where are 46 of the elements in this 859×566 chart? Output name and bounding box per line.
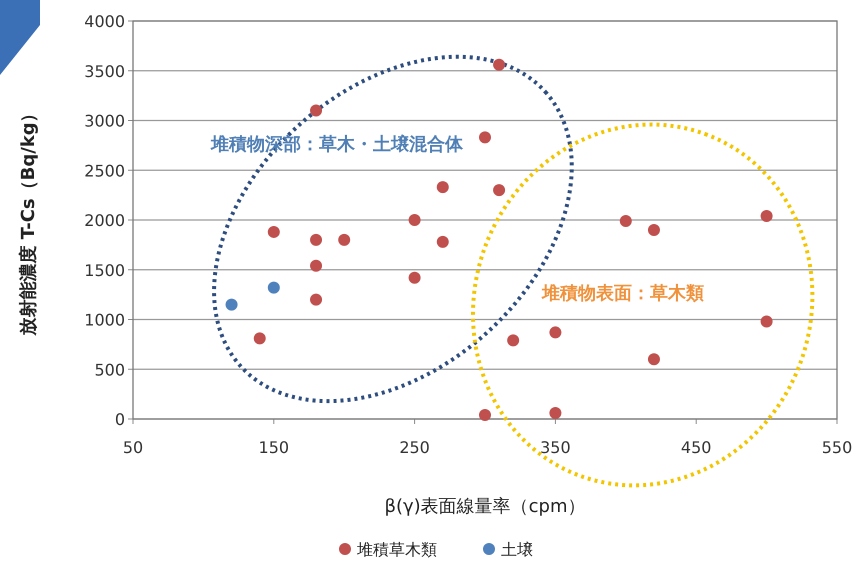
point	[338, 234, 350, 246]
legend-label: 堆積草木類	[356, 540, 437, 559]
y-tick-label: 2500	[84, 161, 125, 180]
point	[493, 184, 506, 196]
point	[760, 210, 773, 222]
point	[493, 58, 506, 71]
point	[268, 226, 280, 238]
point	[549, 407, 562, 420]
y-axis-title: 放射能濃度 T-Cs（Bq/kg）	[18, 104, 39, 337]
point	[648, 353, 660, 366]
x-tick-label: 150	[258, 438, 290, 457]
y-tick-label: 1500	[84, 260, 125, 280]
y-tick-label: 3500	[84, 62, 125, 81]
point	[648, 224, 660, 236]
x-tick-label: 550	[822, 438, 852, 457]
point	[620, 214, 632, 227]
point	[310, 104, 322, 117]
point	[408, 272, 421, 284]
annotation: 堆積物表面：草木類	[541, 283, 704, 304]
y-tick-label: 3000	[84, 112, 125, 130]
y-tick-label: 1000	[84, 310, 125, 330]
point	[479, 409, 491, 422]
point	[310, 260, 322, 272]
annotation: 堆積物深部：草木・土壌混合体	[210, 134, 464, 155]
point	[549, 326, 562, 338]
point	[760, 315, 773, 328]
point	[408, 214, 421, 226]
point	[310, 294, 322, 306]
legend-label: 土壌	[501, 540, 533, 559]
point	[436, 236, 449, 248]
point	[436, 181, 449, 194]
x-tick-label: 250	[399, 438, 430, 457]
y-tick-label: 4000	[84, 12, 125, 31]
y-tick-label: 0	[114, 410, 125, 429]
y-tick-label: 500	[94, 360, 125, 380]
y-tick-label: 2000	[84, 211, 125, 230]
point	[226, 298, 238, 311]
point	[507, 334, 520, 346]
x-tick-label: 50	[122, 438, 144, 457]
x-axis-title: β(γ)表面線量率（cpm）	[384, 496, 586, 517]
x-tick-label: 450	[680, 438, 712, 457]
x-tick-label: 350	[540, 438, 571, 457]
point	[254, 332, 266, 344]
point	[310, 234, 322, 246]
point	[268, 282, 280, 294]
point	[479, 131, 491, 144]
